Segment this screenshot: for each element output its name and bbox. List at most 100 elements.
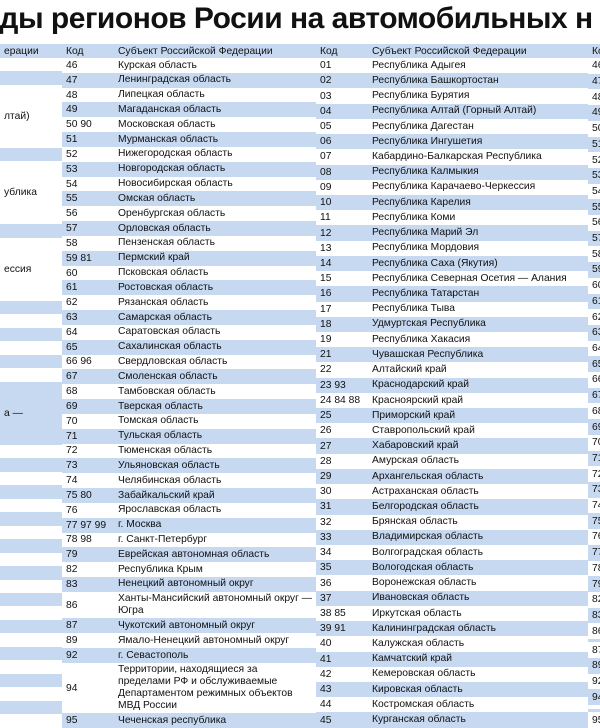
region-name: Астраханская область [368, 484, 588, 499]
region-name: Владимирская область [368, 530, 588, 545]
region-name: Удмуртская Республика [368, 317, 588, 332]
table-row: 87 Чукотский автономный округ [62, 618, 316, 633]
region-code: 47 [62, 73, 114, 88]
table-row: 66 96 Свердловская область [62, 355, 316, 370]
region-code: 03 [316, 88, 368, 103]
list-item [0, 485, 62, 498]
list-item: 68 [588, 403, 600, 419]
region-name: Костромская область [368, 697, 588, 712]
list-item: 95 [588, 712, 600, 728]
region-code: 25 [316, 408, 368, 423]
region-code: 49 [62, 102, 114, 117]
list-item: 50 90 [588, 121, 600, 137]
list-item: 87 [588, 642, 600, 658]
table-row: 47 Ленинградская область [62, 73, 316, 88]
table-row: 52 Нижегородская область [62, 147, 316, 162]
list-item [0, 701, 62, 714]
region-code: 72 [62, 444, 114, 459]
region-name: Республика Марий Эл [368, 225, 588, 240]
region-name: Алтайский край [368, 362, 588, 377]
table-row: 64 Саратовская область [62, 325, 316, 340]
region-code: 22 [316, 362, 368, 377]
table-row: 77 97 99 г. Москва [62, 518, 316, 533]
list-item [0, 314, 62, 327]
table-row: 14 Республика Саха (Якутия) [316, 256, 588, 271]
list-item [0, 512, 62, 525]
left-sliver-header: ерации [0, 44, 62, 58]
region-code: 37 [316, 591, 368, 606]
table-row: 42 Кемеровская область [316, 667, 588, 682]
table-row: 40 Калужская область [316, 636, 588, 651]
table-row: 15 Республика Северная Осетия — Алания [316, 271, 588, 286]
table-row: 57 Орловская область [62, 221, 316, 236]
table-mid2: Код Субъект Российской Федерации 01 Респу… [316, 44, 588, 728]
region-name: Кемеровская область [368, 667, 588, 682]
list-item [0, 714, 62, 728]
table-row: 29 Архангельская область [316, 469, 588, 484]
region-code: 86 [62, 592, 114, 619]
list-item [0, 71, 62, 84]
region-name: Республика Северная Осетия — Алания [368, 271, 588, 286]
table-row: 25 Приморский край [316, 408, 588, 423]
region-name: Сахалинская область [114, 340, 316, 355]
table-row: 79 Еврейская автономная область [62, 547, 316, 562]
table-row: 45 Курганская область [316, 712, 588, 728]
region-code: 40 [316, 636, 368, 651]
list-item [0, 606, 62, 619]
page-title: оды регионов Росии на автомобильных н [0, 2, 593, 36]
table-row: 55 Омская область [62, 191, 316, 206]
region-code: 79 [62, 547, 114, 562]
region-name: Республика Крым [114, 562, 316, 577]
table-row: 95 Чеченская республика [62, 713, 316, 728]
list-item [0, 580, 62, 593]
mid1-header-code: Код [62, 44, 114, 58]
list-item [0, 687, 62, 700]
list-item: 55 [588, 199, 600, 215]
region-code: 64 [62, 325, 114, 340]
region-code: 75 80 [62, 488, 114, 503]
table-row: 92 г. Севастополь [62, 648, 316, 663]
list-item [0, 328, 62, 341]
list-item: 94 [588, 689, 600, 705]
region-name: Курганская область [368, 712, 588, 728]
region-name: Ростовская область [114, 280, 316, 295]
region-code: 76 [62, 503, 114, 518]
region-name: Оренбургская область [114, 206, 316, 221]
region-name: Свердловская область [114, 355, 316, 370]
region-code: 70 [62, 414, 114, 429]
list-item: 73 [588, 482, 600, 498]
list-item: 66 96 [588, 372, 600, 388]
table-row: 31 Белгородская область [316, 499, 588, 514]
table-row: 51 Мурманская область [62, 132, 316, 147]
region-name: Тамбовская область [114, 384, 316, 399]
list-item: ессия [0, 238, 62, 301]
region-code: 45 [316, 712, 368, 728]
region-code: 54 [62, 177, 114, 192]
list-item [0, 633, 62, 646]
list-item: 65 [588, 356, 600, 372]
region-code: 60 [62, 266, 114, 281]
region-name: Саратовская область [114, 325, 316, 340]
region-code: 02 [316, 73, 368, 88]
region-code: 42 [316, 667, 368, 682]
region-name: Республика Алтай (Горный Алтай) [368, 104, 588, 119]
list-item [0, 301, 62, 314]
region-name: Нижегородская область [114, 147, 316, 162]
region-name: Камчатский край [368, 652, 588, 667]
region-code: 26 [316, 423, 368, 438]
table-row: 63 Самарская область [62, 310, 316, 325]
region-code: 07 [316, 149, 368, 164]
table-row: 86 Ханты-Мансийский автономный округ — Юг… [62, 592, 316, 619]
table-row: 43 Кировская область [316, 682, 588, 697]
table-row: 23 93 Краснодарский край [316, 378, 588, 393]
region-name: Новгородская область [114, 162, 316, 177]
region-name: Ярославская область [114, 503, 316, 518]
region-name: г. Москва [114, 518, 316, 533]
region-name: Ставропольский край [368, 423, 588, 438]
table-row: 10 Республика Карелия [316, 195, 588, 210]
region-code: 23 93 [316, 378, 368, 393]
region-name: Амурская область [368, 454, 588, 469]
region-code: 32 [316, 515, 368, 530]
region-name: Челябинская область [114, 473, 316, 488]
region-code: 83 [62, 577, 114, 592]
